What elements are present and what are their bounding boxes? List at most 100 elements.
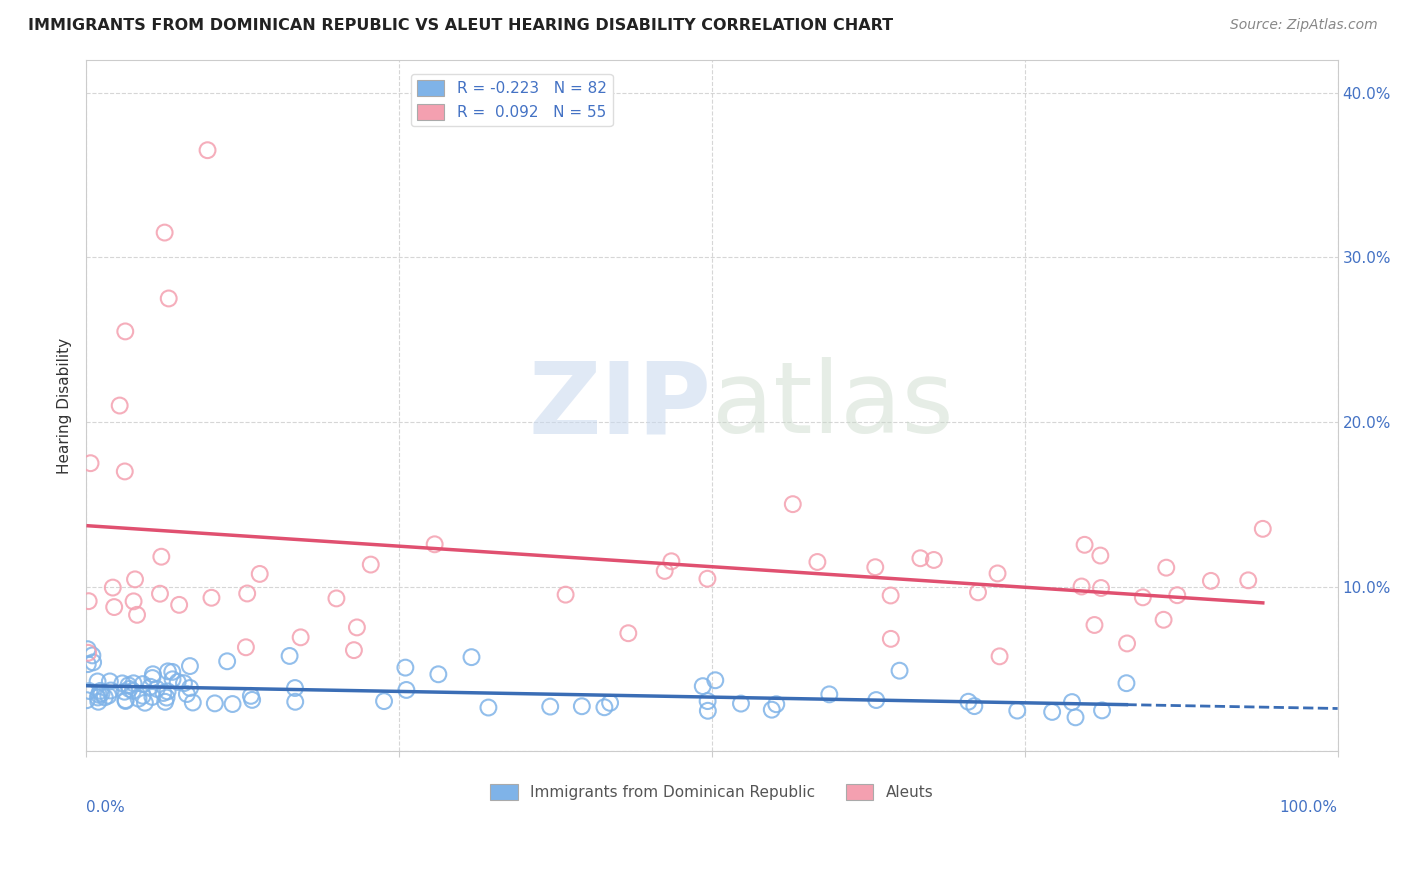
Point [696,572,718,586]
Point [122,676,145,690]
Point [121,684,143,698]
Point [141,671,163,685]
Point [696,694,718,708]
Point [149,587,172,601]
Point [1154,560,1177,574]
Point [157,292,180,306]
Point [134,696,156,710]
Point [1091,703,1114,717]
Point [100,683,122,698]
Point [761,703,783,717]
Point [571,699,593,714]
Point [782,497,804,511]
Text: atlas: atlas [711,357,953,454]
Point [922,553,945,567]
Text: IMMIGRANTS FROM DOMINICAN REPUBLIC VS ALEUT HEARING DISABILITY CORRELATION CHART: IMMIGRANTS FROM DOMINICAN REPUBLIC VS AL… [28,18,893,33]
Point [284,681,307,695]
Point [879,589,901,603]
Point [460,650,482,665]
Point [98,674,121,689]
Point [1060,695,1083,709]
Point [153,226,176,240]
Point [284,695,307,709]
Point [427,667,450,681]
Point [692,679,714,693]
Point [200,591,222,605]
Point [89,684,111,698]
Point [76,642,98,657]
Point [988,649,1011,664]
Point [128,691,150,706]
Point [114,693,136,707]
Point [889,664,911,678]
Point [654,564,676,578]
Point [155,690,177,705]
Point [87,695,110,709]
Point [806,555,828,569]
Point [346,620,368,634]
Point [249,566,271,581]
Point [236,586,259,600]
Point [730,697,752,711]
Point [910,551,932,566]
Point [118,681,141,696]
Point [167,598,190,612]
Point [79,456,101,470]
Point [1090,549,1112,563]
Point [373,694,395,708]
Point [162,673,184,687]
Point [181,696,204,710]
Point [963,699,986,714]
Point [111,676,134,690]
Point [593,700,616,714]
Point [87,690,110,705]
Point [141,690,163,704]
Point [704,673,727,688]
Point [162,665,184,679]
Point [117,678,139,692]
Point [1251,522,1274,536]
Point [240,693,263,707]
Point [152,686,174,700]
Point [77,594,100,608]
Point [278,648,301,663]
Point [125,607,148,622]
Point [204,697,226,711]
Point [82,656,104,670]
Point [142,667,165,681]
Point [97,689,120,703]
Point [76,657,98,672]
Point [1153,613,1175,627]
Point [818,687,841,701]
Point [77,646,100,660]
Point [865,560,887,574]
Point [114,465,136,479]
Text: 0.0%: 0.0% [86,800,125,815]
Point [325,591,347,606]
Point [122,594,145,608]
Point [217,654,239,668]
Point [145,681,167,696]
Point [173,676,195,690]
Point [290,631,312,645]
Point [176,687,198,701]
Point [880,632,903,646]
Point [1073,538,1095,552]
Point [150,549,173,564]
Point [957,695,980,709]
Point [114,694,136,708]
Point [94,690,117,705]
Text: ZIP: ZIP [529,357,711,454]
Point [221,697,243,711]
Point [90,686,112,700]
Y-axis label: Hearing Disability: Hearing Disability [58,337,72,474]
Legend: Immigrants from Dominican Republic, Aleuts: Immigrants from Dominican Republic, Aleu… [484,778,939,806]
Point [696,704,718,718]
Point [132,677,155,691]
Text: Source: ZipAtlas.com: Source: ZipAtlas.com [1230,18,1378,32]
Point [1040,705,1063,719]
Point [395,682,418,697]
Point [477,700,499,714]
Point [156,684,179,698]
Point [1166,588,1188,602]
